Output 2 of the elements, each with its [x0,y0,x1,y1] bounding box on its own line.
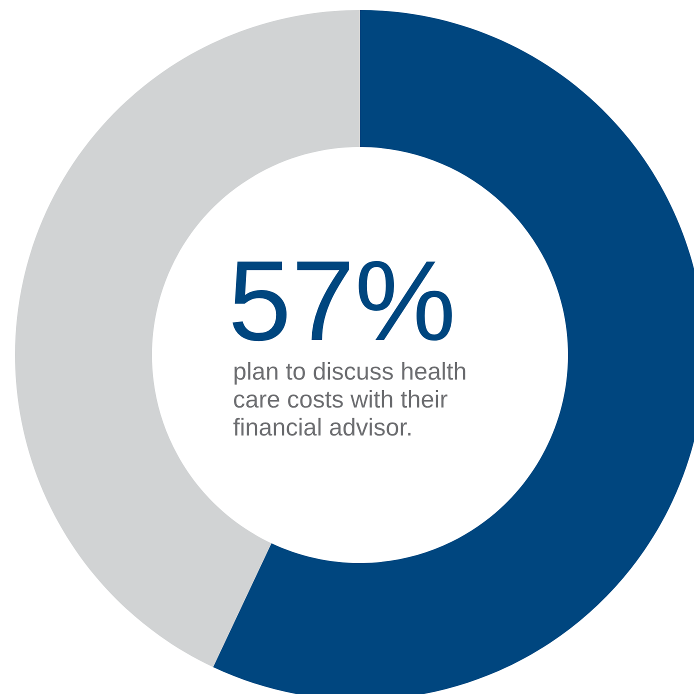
text: 57% [232,260,452,342]
text: plan to discuss health care costs with their financial advisor. [233,362,466,436]
